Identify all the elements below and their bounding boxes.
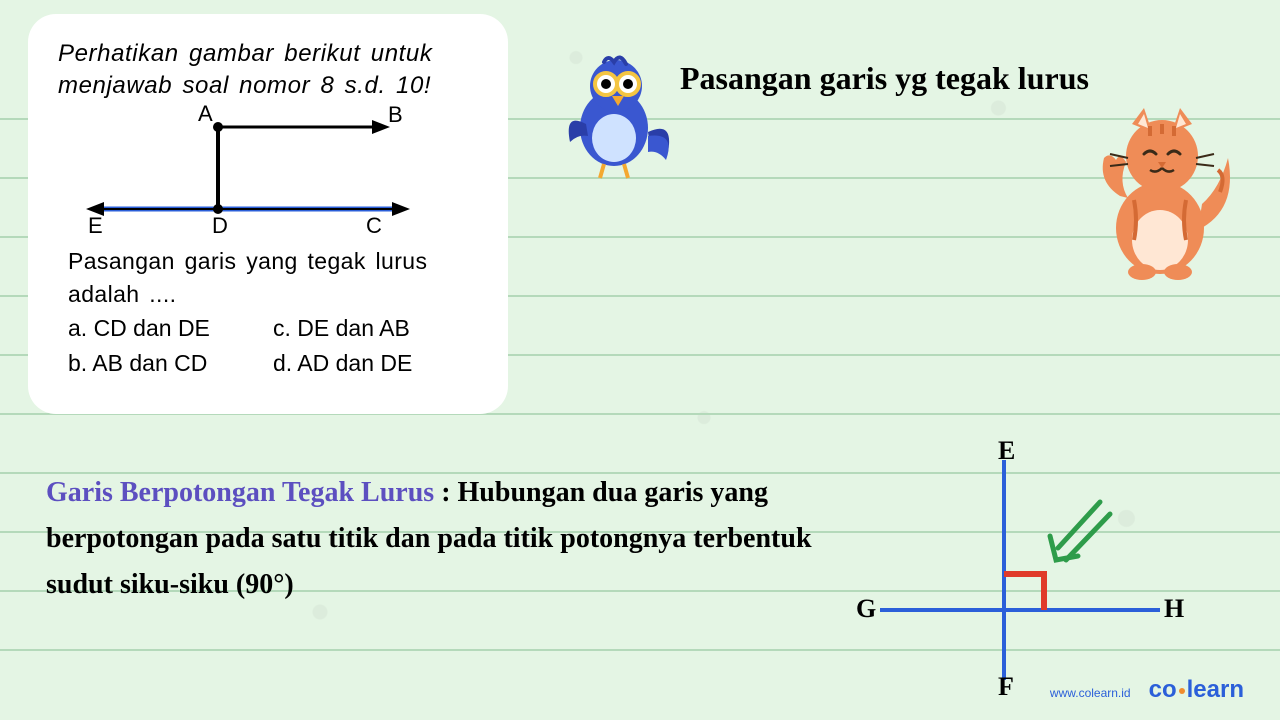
- right-angle-marker: [1004, 574, 1044, 610]
- cat-mascot: [1080, 100, 1240, 280]
- definition-term: Garis Berpotongan Tegak Lurus: [46, 477, 434, 508]
- cat-icon: [1080, 100, 1240, 280]
- bird-icon: [556, 54, 676, 184]
- option-a: a. CD dan DE: [68, 311, 273, 346]
- instruction-line-1: Perhatikan gambar berikut untuk: [58, 40, 432, 67]
- label-h: H: [1164, 594, 1184, 624]
- question-card: Perhatikan gambar berikut untuk menjawab…: [28, 14, 508, 414]
- options-grid: a. CD dan DE c. DE dan AB b. AB dan CD d…: [68, 311, 478, 380]
- label-c: C: [366, 213, 382, 239]
- brand-logo: colearn: [1149, 676, 1244, 704]
- bird-mascot: [556, 54, 676, 184]
- question-diagram: A B E D C: [78, 109, 438, 239]
- brand-learn: learn: [1187, 676, 1244, 703]
- instruction-text: Perhatikan gambar berikut untuk menjawab…: [58, 38, 478, 103]
- point-a: [213, 122, 223, 132]
- perpendicular-diagram: E F G H: [850, 440, 1190, 690]
- label-f: F: [998, 672, 1014, 702]
- label-b: B: [388, 102, 403, 128]
- brand-co: co: [1149, 676, 1177, 703]
- diagram-svg: [78, 109, 438, 239]
- footer: www.colearn.id colearn: [1050, 676, 1244, 704]
- question-line-2: adalah ....: [68, 281, 176, 307]
- definition-text: Garis Berpotongan Tegak Lurus : Hubungan…: [46, 470, 816, 609]
- question-line-1: Pasangan garis yang tegak lurus: [68, 248, 427, 274]
- instruction-line-2: menjawab soal nomor 8 s.d. 10!: [58, 72, 431, 99]
- perpendicular-svg: [850, 440, 1190, 690]
- label-e2: E: [998, 436, 1015, 466]
- green-arrow-icon: [1050, 502, 1110, 560]
- label-g: G: [856, 594, 876, 624]
- option-b: b. AB dan CD: [68, 346, 273, 381]
- question-text: Pasangan garis yang tegak lurus adalah .…: [68, 245, 478, 312]
- label-a: A: [198, 101, 213, 127]
- brand-dot-icon: [1179, 688, 1185, 694]
- option-d: d. AD dan DE: [273, 346, 478, 381]
- option-c: c. DE dan AB: [273, 311, 478, 346]
- handwritten-title: Pasangan garis yg tegak lurus: [680, 60, 1089, 97]
- label-d: D: [212, 213, 228, 239]
- label-e: E: [88, 213, 103, 239]
- footer-url: www.colearn.id: [1050, 686, 1131, 700]
